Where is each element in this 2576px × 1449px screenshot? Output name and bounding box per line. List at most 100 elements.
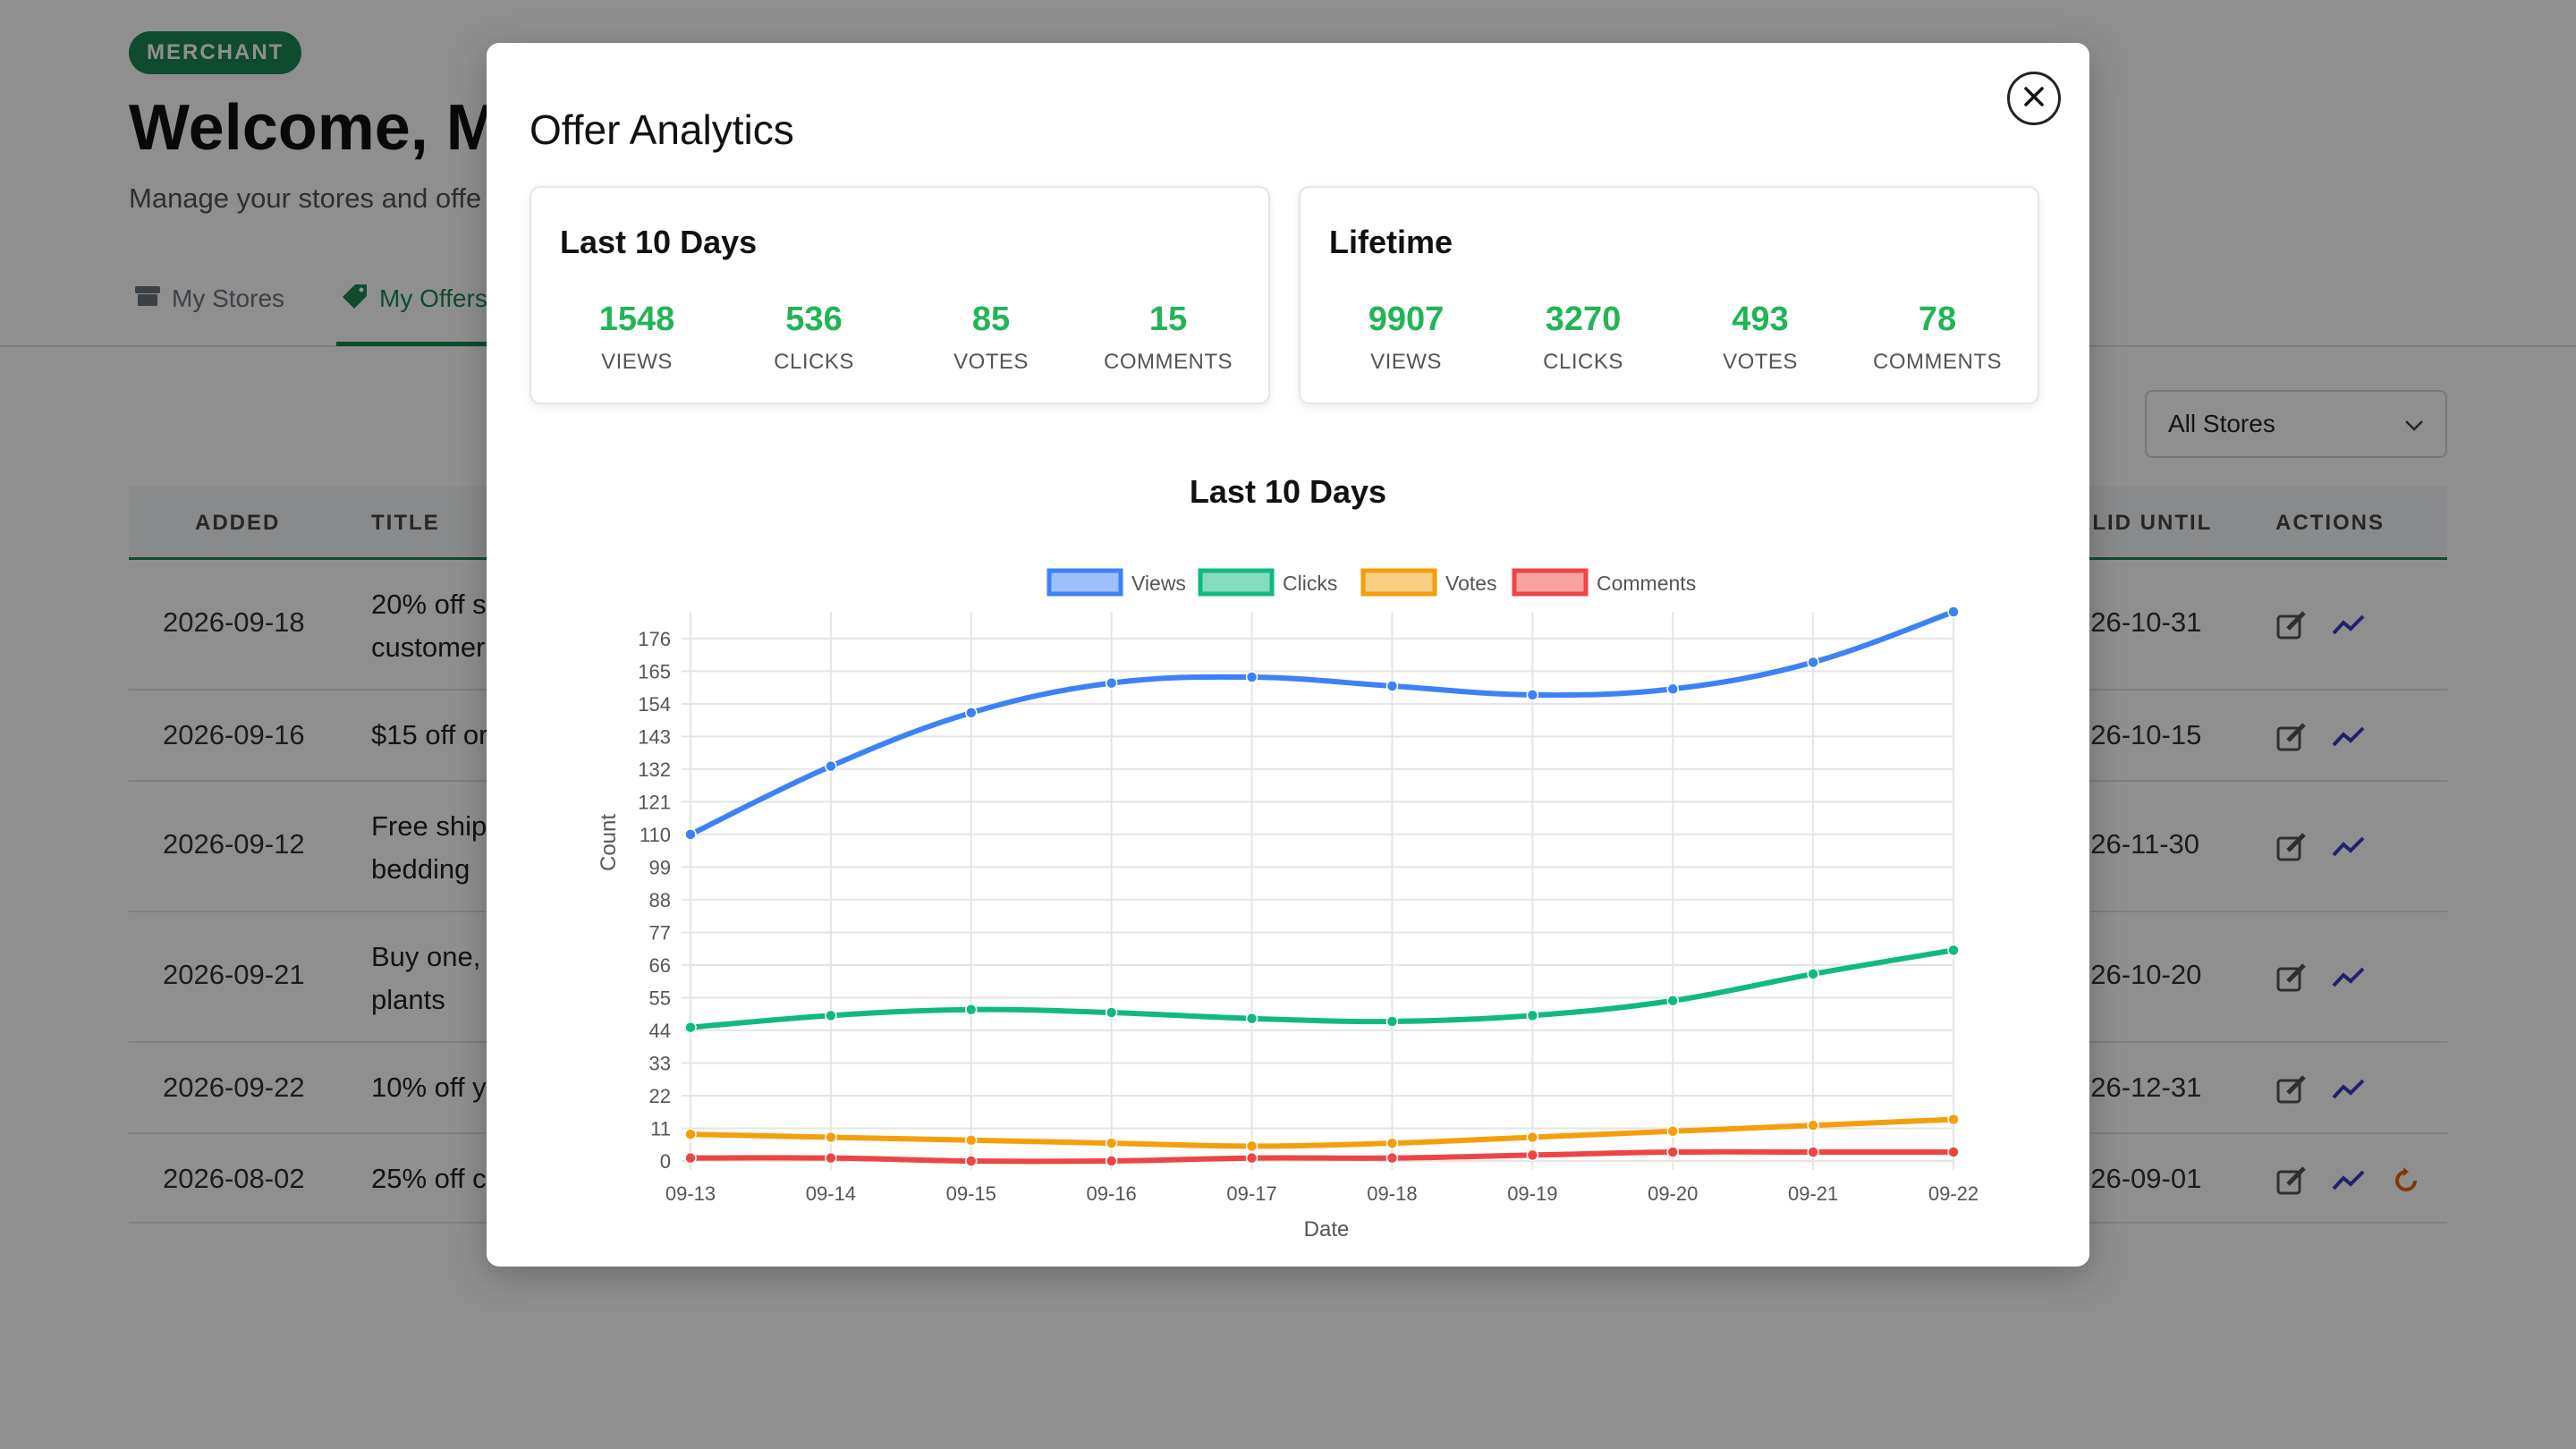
x-tick-label: 09-22 (1928, 1182, 1979, 1205)
x-axis-ticks: 09-13 09-14 09-15 09-16 09-17 09-18 09-19 09-20… (665, 1182, 1979, 1205)
data-point-views (1526, 689, 1539, 701)
data-point-votes (1385, 1137, 1399, 1149)
metric-label: COMMENTS (1104, 350, 1233, 374)
y-tick-label: 132 (638, 758, 671, 781)
tab-my-stores-label: My Stores (172, 284, 285, 312)
close-icon (2022, 85, 2046, 113)
analytics-icon[interactable] (2331, 960, 2367, 996)
y-tick-label: 165 (638, 660, 671, 682)
y-tick-label: 143 (638, 725, 671, 748)
close-button[interactable] (2007, 72, 2061, 125)
analytics-icon[interactable] (2331, 1163, 2367, 1199)
y-tick-label: 88 (649, 889, 671, 911)
analytics-icon[interactable] (2331, 719, 2367, 755)
series-line-clicks (690, 947, 1954, 1030)
x-tick-label: 09-17 (1226, 1182, 1276, 1205)
metric-label: CLICKS (1543, 350, 1623, 374)
store-icon (134, 284, 161, 314)
store-filter-select[interactable]: All Stores (2145, 390, 2447, 458)
cell-added: 2026-09-12 (163, 828, 305, 860)
cell-added: 2026-09-16 (163, 719, 305, 750)
data-point-votes (825, 1131, 837, 1144)
cell-valid-until: 026-10-31 (2075, 606, 2202, 638)
metric-value: 493 (1732, 301, 1789, 338)
x-tick-label: 09-14 (806, 1182, 856, 1205)
metric-label: CLICKS (774, 350, 854, 374)
edit-icon[interactable] (2274, 719, 2309, 755)
data-point-views (1105, 676, 1118, 690)
column-header-added[interactable]: ADDED (195, 511, 281, 535)
data-point-clicks (965, 1003, 978, 1016)
tag-icon (342, 283, 369, 316)
data-point-votes (1807, 1119, 1819, 1131)
modal-title: Offer Analytics (530, 106, 794, 153)
edit-icon[interactable] (2274, 960, 2309, 996)
legend-label-clicks: Clicks (1283, 572, 1337, 595)
data-point-comments (1526, 1148, 1539, 1162)
y-tick-label: 33 (649, 1052, 671, 1074)
cell-valid-until: 026-10-20 (2075, 959, 2202, 990)
metric-comments: 15 COMMENTS (1080, 301, 1256, 375)
data-point-clicks (1526, 1009, 1539, 1022)
cell-title: 20% off s customer (371, 589, 487, 663)
data-point-votes (965, 1134, 978, 1147)
column-header-valid-until[interactable]: ALID UNTIL (2075, 511, 2213, 535)
card-title: Last 10 Days (560, 224, 758, 260)
tab-my-stores[interactable]: My Stores (134, 277, 284, 320)
analytics-icon[interactable] (2331, 829, 2367, 865)
edit-icon[interactable] (2274, 1163, 2309, 1199)
cell-valid-until: 026-09-01 (2075, 1163, 2202, 1194)
data-point-views (825, 759, 837, 773)
data-point-clicks (1666, 995, 1679, 1007)
data-point-comments (1666, 1146, 1679, 1158)
cell-added: 2026-08-02 (163, 1163, 305, 1194)
reactivate-icon[interactable] (2388, 1163, 2424, 1199)
data-point-votes (684, 1128, 697, 1140)
edit-icon[interactable] (2274, 1072, 2309, 1107)
row-actions (2274, 1163, 2424, 1199)
legend-swatch-views (1046, 568, 1123, 597)
x-tick-label: 09-13 (665, 1182, 716, 1205)
metric-value: 85 (971, 301, 1011, 338)
y-tick-label: 44 (649, 1020, 671, 1042)
welcome-heading: Welcome, M (129, 92, 500, 164)
data-point-clicks (1807, 968, 1819, 980)
analytics-icon[interactable] (2331, 607, 2367, 643)
y-tick-label: 66 (649, 954, 671, 977)
metric-value: 15 (1148, 301, 1188, 338)
analytics-icon[interactable] (2331, 1072, 2367, 1107)
tab-my-offers[interactable]: My Offers (342, 277, 487, 320)
cell-added: 2026-09-22 (163, 1072, 305, 1103)
metric-label: VIEWS (601, 350, 673, 374)
y-tick-label: 154 (638, 693, 671, 716)
data-point-views (965, 707, 978, 719)
series-line-votes (690, 1116, 1954, 1149)
data-point-views (1245, 671, 1258, 683)
edit-icon[interactable] (2274, 829, 2309, 865)
row-actions (2274, 960, 2367, 996)
chart-grid (682, 612, 1954, 1170)
metric-label: VIEWS (1370, 350, 1442, 374)
card-title: Lifetime (1329, 224, 1453, 260)
edit-icon[interactable] (2274, 607, 2309, 643)
column-header-actions: ACTIONS (2275, 511, 2385, 535)
data-point-votes (1245, 1140, 1258, 1153)
metric-views: 9907 VIEWS (1318, 301, 1494, 375)
metric-label: VOTES (1723, 350, 1798, 374)
legend-label-votes: Votes (1445, 572, 1497, 595)
metric-views: 1548 VIEWS (549, 301, 724, 375)
chart-series (684, 606, 1960, 1167)
metric-value: 9907 (1368, 301, 1445, 338)
column-header-title[interactable]: TITLE (371, 511, 440, 535)
y-tick-label: 22 (649, 1085, 671, 1107)
active-tab-indicator (336, 342, 515, 346)
x-tick-label: 09-16 (1087, 1182, 1137, 1205)
metric-clicks: 3270 CLICKS (1496, 301, 1671, 375)
series-line-views (689, 609, 1955, 837)
legend-swatch-comments (1512, 568, 1589, 597)
cell-title: 10% off y (371, 1072, 487, 1103)
tab-my-offers-label: My Offers (379, 284, 487, 312)
cell-title: $15 off or (371, 719, 488, 750)
legend-label-comments: Comments (1597, 572, 1696, 595)
data-point-clicks (1947, 944, 1960, 957)
